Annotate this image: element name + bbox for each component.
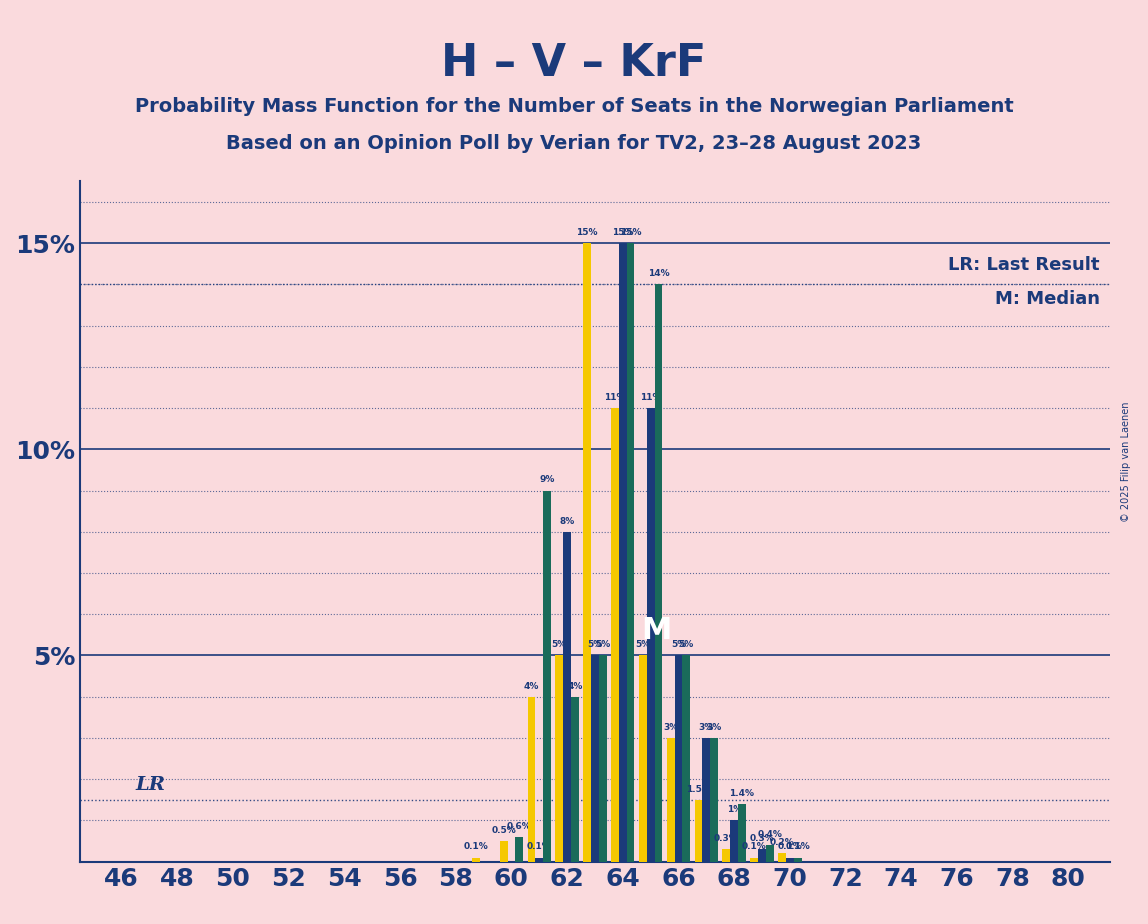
Bar bbox=[786, 857, 793, 862]
Text: LR: LR bbox=[135, 775, 165, 794]
Bar bbox=[528, 697, 535, 862]
Bar bbox=[675, 655, 682, 862]
Text: 0.3%: 0.3% bbox=[750, 834, 775, 843]
Text: 0.1%: 0.1% bbox=[742, 843, 767, 851]
Bar bbox=[556, 655, 564, 862]
Text: 11%: 11% bbox=[604, 393, 626, 402]
Text: 5%: 5% bbox=[552, 640, 567, 650]
Bar bbox=[472, 857, 480, 862]
Bar bbox=[703, 738, 711, 862]
Bar bbox=[535, 857, 543, 862]
Bar bbox=[639, 655, 646, 862]
Bar bbox=[583, 243, 591, 862]
Text: 0.1%: 0.1% bbox=[777, 843, 802, 851]
Text: 11%: 11% bbox=[639, 393, 661, 402]
Text: M: M bbox=[641, 616, 672, 645]
Text: 3%: 3% bbox=[706, 723, 722, 732]
Text: 0.4%: 0.4% bbox=[758, 830, 782, 839]
Text: 15%: 15% bbox=[612, 228, 634, 237]
Text: 0.1%: 0.1% bbox=[527, 843, 552, 851]
Text: H – V – KrF: H – V – KrF bbox=[441, 42, 707, 85]
Text: 0.5%: 0.5% bbox=[491, 826, 515, 835]
Bar bbox=[758, 849, 766, 862]
Text: 15%: 15% bbox=[576, 228, 598, 237]
Bar bbox=[793, 857, 801, 862]
Bar bbox=[738, 804, 746, 862]
Bar bbox=[730, 821, 738, 862]
Bar bbox=[751, 857, 758, 862]
Bar bbox=[591, 655, 599, 862]
Text: 1%: 1% bbox=[727, 805, 742, 814]
Bar bbox=[515, 837, 523, 862]
Bar bbox=[543, 491, 551, 862]
Bar bbox=[646, 408, 654, 862]
Bar bbox=[682, 655, 690, 862]
Text: 0.2%: 0.2% bbox=[769, 838, 794, 847]
Text: 0.1%: 0.1% bbox=[464, 843, 488, 851]
Text: 0.6%: 0.6% bbox=[507, 821, 532, 831]
Bar bbox=[564, 532, 571, 862]
Bar bbox=[778, 854, 786, 862]
Bar bbox=[667, 738, 675, 862]
Text: 14%: 14% bbox=[647, 269, 669, 278]
Text: 0.3%: 0.3% bbox=[714, 834, 739, 843]
Text: 1.4%: 1.4% bbox=[729, 789, 754, 797]
Text: 5%: 5% bbox=[595, 640, 611, 650]
Text: 3%: 3% bbox=[699, 723, 714, 732]
Bar bbox=[619, 243, 627, 862]
Bar bbox=[571, 697, 579, 862]
Text: 5%: 5% bbox=[635, 640, 651, 650]
Text: 8%: 8% bbox=[559, 517, 575, 526]
Text: Based on an Opinion Poll by Verian for TV2, 23–28 August 2023: Based on an Opinion Poll by Verian for T… bbox=[226, 134, 922, 153]
Text: 3%: 3% bbox=[664, 723, 678, 732]
Text: 4%: 4% bbox=[567, 682, 582, 690]
Text: Probability Mass Function for the Number of Seats in the Norwegian Parliament: Probability Mass Function for the Number… bbox=[134, 97, 1014, 116]
Bar bbox=[711, 738, 718, 862]
Text: 1.5%: 1.5% bbox=[687, 784, 711, 794]
Text: 0.1%: 0.1% bbox=[785, 843, 810, 851]
Text: 9%: 9% bbox=[540, 475, 554, 484]
Text: 5%: 5% bbox=[670, 640, 687, 650]
Bar bbox=[499, 841, 507, 862]
Bar bbox=[766, 845, 774, 862]
Bar bbox=[722, 849, 730, 862]
Text: 15%: 15% bbox=[620, 228, 642, 237]
Bar bbox=[695, 800, 703, 862]
Bar bbox=[627, 243, 635, 862]
Text: 5%: 5% bbox=[678, 640, 693, 650]
Text: LR: Last Result: LR: Last Result bbox=[948, 256, 1100, 274]
Bar bbox=[654, 285, 662, 862]
Bar bbox=[599, 655, 606, 862]
Text: 5%: 5% bbox=[588, 640, 603, 650]
Text: © 2025 Filip van Laenen: © 2025 Filip van Laenen bbox=[1120, 402, 1131, 522]
Text: M: Median: M: Median bbox=[994, 290, 1100, 309]
Bar bbox=[611, 408, 619, 862]
Text: 4%: 4% bbox=[523, 682, 540, 690]
